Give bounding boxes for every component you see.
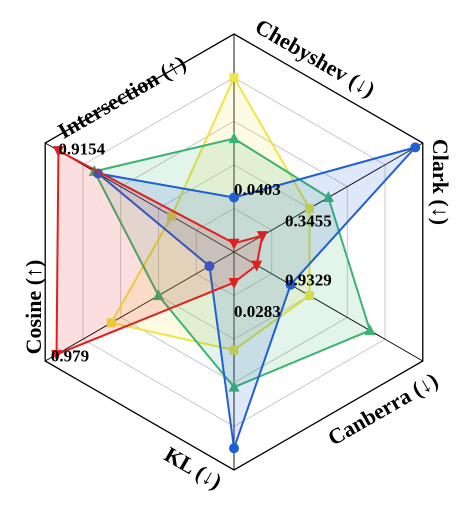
axis-label: Intersection (↑) xyxy=(53,50,190,143)
data-point xyxy=(228,380,240,392)
data-point xyxy=(285,279,296,290)
axis-label: KL (↓) xyxy=(160,442,226,495)
series-group xyxy=(106,73,315,355)
data-point xyxy=(167,211,177,221)
data-point xyxy=(229,192,239,203)
axis-label: Canberra (↓) xyxy=(323,367,442,450)
data-label: 0.0283 xyxy=(234,302,281,321)
data-point xyxy=(51,349,63,361)
grid-spoke xyxy=(233,251,424,362)
data-point xyxy=(152,289,164,301)
data-point xyxy=(229,443,239,454)
data-point xyxy=(364,323,376,335)
data-point xyxy=(322,191,334,202)
data-point xyxy=(256,231,268,243)
data-point xyxy=(229,73,239,83)
data-point xyxy=(52,146,64,158)
data-point xyxy=(106,318,116,328)
data-point xyxy=(251,260,263,272)
data-point xyxy=(305,203,315,213)
axis-label: Cosine (↑) xyxy=(21,260,46,355)
data-label: 0.9329 xyxy=(285,270,332,289)
data-label: 0.3455 xyxy=(285,211,332,230)
data-point xyxy=(204,261,215,272)
series-group xyxy=(93,142,421,454)
data-label: 0.979 xyxy=(51,347,89,366)
data-point xyxy=(228,238,240,250)
data-point xyxy=(228,132,240,144)
grid-spoke xyxy=(44,251,235,362)
data-label: 0.9154 xyxy=(58,140,105,159)
data-point xyxy=(228,278,240,290)
data-point xyxy=(305,291,315,301)
axis-label: Chebyshev (↓) xyxy=(251,14,379,103)
data-label: 0.0403 xyxy=(234,180,281,199)
data-point xyxy=(410,142,421,153)
series-group xyxy=(51,146,268,361)
radar-series xyxy=(51,73,421,454)
axis-label: Clark (↓) xyxy=(428,139,453,225)
data-point xyxy=(229,345,239,355)
